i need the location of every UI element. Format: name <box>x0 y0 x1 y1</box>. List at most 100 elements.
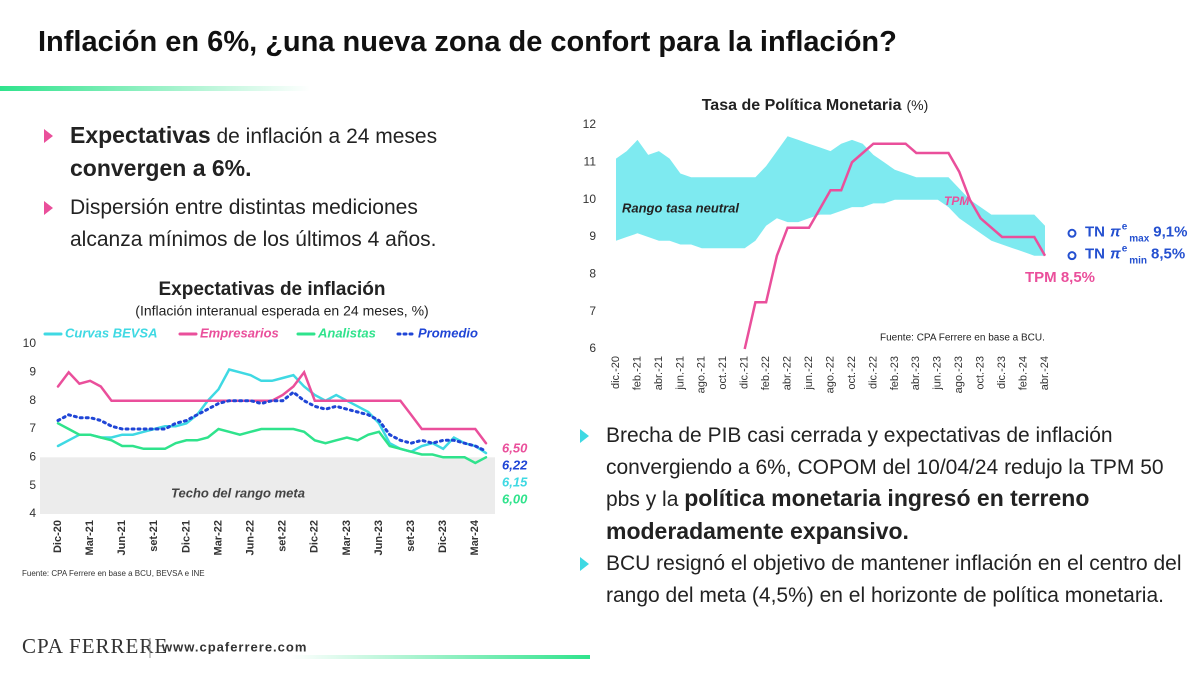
x-tick-label: set-22 <box>277 520 289 552</box>
bullet-text: BCU resignó el objetivo de mantener infl… <box>606 552 1182 607</box>
band-label: Rango tasa neutral <box>622 200 739 215</box>
y-tick-label: 4 <box>29 506 36 520</box>
x-tick-label: Dic-22 <box>309 520 321 553</box>
x-tick-label: oct.-23 <box>975 356 987 390</box>
brand: CPA FERRERE <box>22 634 168 658</box>
series-label: TPM <box>944 194 970 208</box>
marker-value: 9,1% <box>1153 223 1187 240</box>
x-tick-label: feb.-24 <box>1017 356 1029 390</box>
end-label: 6,00 <box>502 491 528 506</box>
bullet-text: convergen a 6%. <box>70 154 252 181</box>
marker-label: TN πemax 9,1% <box>1085 221 1187 244</box>
marker-sup: e <box>1122 243 1128 254</box>
chart-subtitle: (Inflación interanual esperada en 24 mes… <box>135 303 428 319</box>
target-band <box>40 457 495 514</box>
x-tick-label: dic.-20 <box>610 356 622 389</box>
x-tick-label: abr.-24 <box>1039 356 1051 390</box>
x-tick-label: Jun-23 <box>373 520 385 555</box>
marker-label: TN πemin 8,5% <box>1085 243 1185 266</box>
x-tick-label: jun.-23 <box>932 356 944 391</box>
marker-prefix: TN <box>1085 223 1105 240</box>
url: www.cpaferrere.com <box>161 639 307 654</box>
annotation: TPM 8,5% <box>1025 269 1095 286</box>
chart-title-unit: (%) <box>906 97 928 113</box>
title-rule <box>0 86 310 91</box>
bullet-marker <box>44 128 53 143</box>
bullet-marker <box>44 200 53 215</box>
x-tick-label: dic.-22 <box>867 356 879 389</box>
neutral-range <box>616 136 1045 256</box>
series-line <box>56 369 488 445</box>
x-tick-label: dic.-23 <box>996 356 1008 389</box>
y-tick-label: 6 <box>29 450 36 464</box>
bullet-text: Dispersión entre distintas mediciones al… <box>70 196 437 251</box>
bullet: Expectativas de inflación a 24 meses con… <box>44 120 480 185</box>
y-tick-label: 10 <box>23 336 37 350</box>
end-label: 6,50 <box>502 440 528 455</box>
bullet-text: Brecha de PIB casi cerrada y expectativa… <box>606 424 1164 511</box>
band-label: Techo del rango meta <box>171 485 305 500</box>
x-tick-label: oct.-22 <box>846 356 858 390</box>
bullet-text: Expectativas <box>70 122 211 148</box>
x-tick-label: set-23 <box>405 520 417 552</box>
bullet: Brecha de PIB casi cerrada y expectativa… <box>580 420 1191 548</box>
marker-sub: max <box>1129 233 1149 244</box>
x-tick-label: Mar-22 <box>212 520 224 555</box>
end-label: 6,22 <box>502 457 528 472</box>
x-tick-label: Dic-23 <box>437 520 449 553</box>
bullet: Dispersión entre distintas mediciones al… <box>44 192 480 255</box>
series-line <box>743 142 1047 350</box>
x-tick-label: Dic-20 <box>52 520 64 553</box>
marker <box>1067 251 1077 261</box>
source: Fuente: CPA Ferrere en base a BCU, BEVSA… <box>22 569 205 578</box>
x-tick-label: ago.-21 <box>696 356 708 393</box>
legend-label: Promedio <box>418 325 478 340</box>
legend-label: Analistas <box>317 325 376 340</box>
x-tick-label: dic.-21 <box>739 356 751 389</box>
end-label: 6,15 <box>502 474 528 489</box>
x-tick-label: abr.-22 <box>782 356 794 390</box>
x-tick-label: Dic-21 <box>180 520 192 553</box>
bullet-text: de inflación a 24 meses <box>210 125 438 148</box>
x-tick-label: Mar-23 <box>341 520 353 555</box>
y-tick-label: 9 <box>589 229 596 243</box>
y-tick-label: 6 <box>589 341 596 355</box>
source: Fuente: CPA Ferrere en base a BCU. <box>880 333 1045 344</box>
marker-value: 8,5% <box>1151 246 1185 263</box>
slide-title: Inflación en 6%, ¿una nueva zona de conf… <box>38 26 897 58</box>
series-line <box>56 390 488 453</box>
x-tick-label: Jun-21 <box>116 520 128 555</box>
bullet: BCU resignó el objetivo de mantener infl… <box>580 548 1191 611</box>
y-tick-label: 10 <box>583 192 597 206</box>
bullet-marker <box>580 428 589 443</box>
x-tick-label: Jun-22 <box>245 520 257 555</box>
x-tick-label: abr.-21 <box>653 356 665 390</box>
y-tick-label: 8 <box>29 393 36 407</box>
bullet-marker <box>580 556 589 571</box>
marker-sub: min <box>1129 255 1147 266</box>
y-tick-label: 11 <box>584 155 597 169</box>
y-tick-label: 8 <box>589 267 596 281</box>
y-tick-label: 7 <box>589 304 596 318</box>
chart-title-main: Tasa de Política Monetaria <box>702 97 902 114</box>
bullet-text: política monetaria ingresó en terreno mo… <box>606 485 1090 544</box>
x-tick-label: oct.-21 <box>717 356 729 390</box>
x-tick-label: jun.-21 <box>674 356 686 391</box>
chart-title: Tasa de Política Monetaria (%) <box>702 97 929 115</box>
plot-clip-group <box>743 142 1047 350</box>
x-tick-label: Mar-21 <box>84 520 96 555</box>
y-tick-label: 12 <box>583 117 597 131</box>
x-tick-label: feb.-23 <box>889 356 901 390</box>
y-tick-label: 9 <box>29 365 36 379</box>
marker-sup: e <box>1122 221 1128 232</box>
marker-prefix: TN <box>1085 246 1105 263</box>
series-line <box>56 422 488 465</box>
x-tick-label: set-21 <box>148 520 160 552</box>
legend-label: Empresarios <box>200 325 279 340</box>
marker <box>1067 228 1077 238</box>
footer-rule <box>290 655 590 659</box>
marker-symbol: π <box>1110 223 1121 240</box>
chart-title: Expectativas de inflación <box>158 279 385 300</box>
x-tick-label: feb.-22 <box>760 356 772 390</box>
